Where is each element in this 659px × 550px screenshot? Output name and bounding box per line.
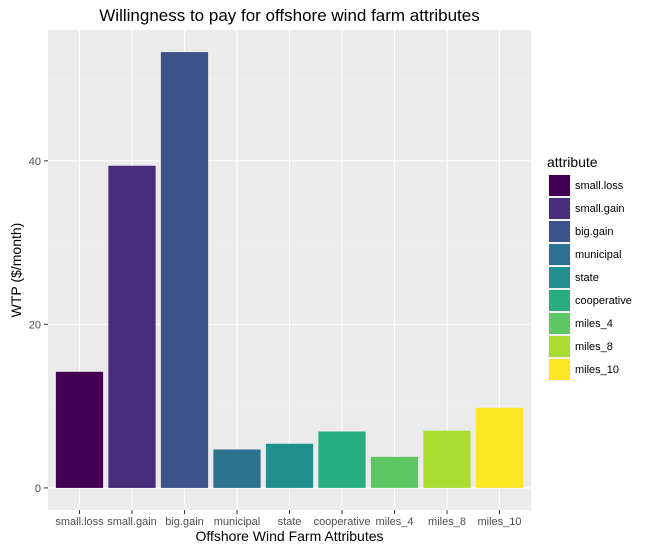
legend-label: miles_10 — [575, 364, 619, 376]
legend-title: attribute — [547, 154, 598, 170]
x-axis: small.loss small.gain big.gain municipal sta… — [55, 510, 522, 528]
y-axis: 0 20 40 — [29, 156, 48, 495]
bar-state — [265, 443, 314, 488]
legend-label: cooperative — [575, 295, 632, 307]
bar-big.gain — [160, 52, 209, 488]
x-axis-title: Offshore Wind Farm Attributes — [195, 528, 383, 544]
chart-title: Willingness to pay for offshore wind far… — [99, 6, 479, 25]
x-tick-label: small.loss — [55, 516, 104, 528]
y-axis-title: WTP ($/month) — [8, 223, 24, 318]
x-tick-label: municipal — [214, 516, 260, 528]
legend-swatch-miles_8 — [549, 336, 570, 357]
x-tick-label: miles_8 — [428, 516, 466, 528]
legend-swatch-big.gain — [549, 221, 570, 242]
bar-miles_10 — [475, 407, 524, 488]
x-tick-label: miles_10 — [477, 516, 521, 528]
bar-cooperative — [318, 431, 366, 488]
bar-miles_4 — [370, 456, 419, 488]
legend-label: miles_4 — [575, 318, 613, 330]
legend-label: state — [575, 272, 599, 284]
legend-swatch-small.gain — [549, 198, 570, 219]
legend-swatch-small.loss — [549, 175, 570, 196]
legend-swatch-state — [549, 267, 570, 288]
x-tick-label: cooperative — [314, 516, 371, 528]
y-tick-label: 20 — [29, 319, 41, 331]
y-tick-label: 40 — [29, 156, 41, 168]
x-tick-label: miles_4 — [376, 516, 414, 528]
legend-swatch-cooperative — [549, 290, 570, 311]
legend-swatch-miles_4 — [549, 313, 570, 334]
bar-miles_8 — [423, 430, 471, 488]
y-tick-label: 0 — [35, 483, 41, 495]
legend: attribute small.loss small.gain big.gain mu… — [547, 154, 632, 381]
x-tick-label: small.gain — [107, 516, 157, 528]
legend-swatch-miles_10 — [549, 359, 570, 380]
bars — [55, 52, 524, 488]
legend-label: small.loss — [575, 180, 624, 192]
bar-small.gain — [108, 165, 156, 488]
legend-label: miles_8 — [575, 341, 613, 353]
legend-swatch-municipal — [549, 244, 570, 265]
bar-municipal — [213, 449, 261, 488]
legend-label: municipal — [575, 249, 621, 261]
x-tick-label: state — [278, 516, 302, 528]
legend-label: small.gain — [575, 203, 625, 215]
bar-small.loss — [55, 371, 104, 488]
x-tick-label: big.gain — [165, 516, 204, 528]
legend-label: big.gain — [575, 226, 614, 238]
